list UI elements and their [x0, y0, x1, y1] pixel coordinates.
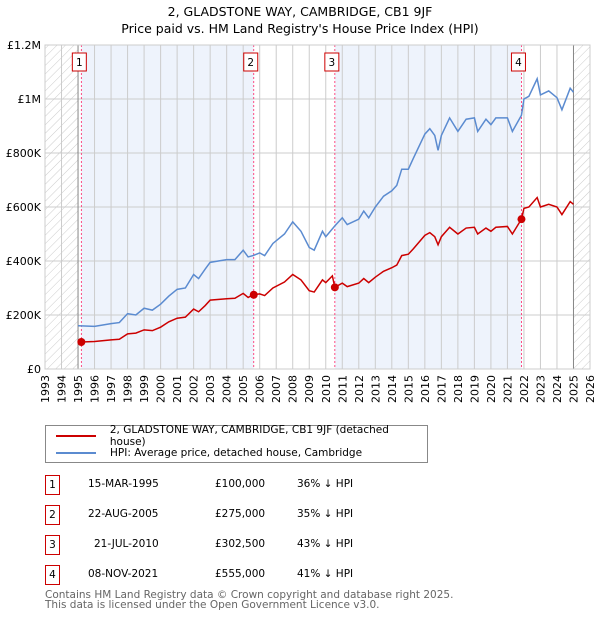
legend-hpi: HPI: Average price, detached house, Camb…	[110, 447, 363, 459]
sale-number: 3	[45, 535, 60, 555]
sale-marker-box	[510, 52, 526, 72]
sale-row: 1 15-MAR-1995 £100,000 36% ↓ HPI	[45, 475, 445, 495]
sale-point	[249, 290, 258, 299]
property-price-line	[81, 196, 574, 343]
sale-price: £302,500	[215, 538, 266, 550]
x-tick-label: 2007	[270, 375, 283, 403]
chart-subtitle: Price paid vs. HM Land Registry's House …	[121, 21, 479, 36]
legend: 2, GLADSTONE WAY, CAMBRIDGE, CB1 9JF (de…	[45, 424, 428, 463]
sale-number: 1	[45, 475, 60, 495]
sale-marker-label: 4	[515, 57, 522, 69]
x-tick-label: 2000	[155, 375, 168, 403]
y-tick-label: £0	[27, 363, 41, 376]
x-tick-label: 1997	[105, 375, 118, 403]
sale-number: 4	[45, 565, 60, 585]
y-tick-label: £1M	[18, 93, 42, 106]
y-tick-label: £1.2M	[7, 39, 41, 52]
sale-date: 08-NOV-2021	[88, 568, 159, 580]
sale-row: 4 08-NOV-2021 £555,000 41% ↓ HPI	[45, 565, 445, 585]
sale-row: 2 22-AUG-2005 £275,000 35% ↓ HPI	[45, 505, 445, 525]
plot-frame	[44, 44, 591, 370]
x-tick-label: 2012	[353, 375, 366, 403]
sale-marker-label: 1	[76, 57, 83, 69]
x-tick-label: 2010	[320, 375, 333, 403]
sale-marker-box	[71, 52, 87, 72]
footer-copyright: Contains HM Land Registry data © Crown c…	[45, 589, 454, 601]
x-tick-label: 2008	[287, 375, 300, 403]
sale-price: £100,000	[215, 478, 266, 490]
x-tick-label: 2006	[254, 375, 267, 403]
footer-licence: This data is licensed under the Open Gov…	[45, 599, 380, 611]
x-tick-label: 2011	[336, 375, 349, 403]
x-tick-label: 1994	[56, 375, 69, 403]
y-tick-label: £400K	[6, 255, 42, 268]
sale-date: 21-JUL-2010	[94, 538, 159, 550]
x-tick-label: 2020	[485, 375, 498, 403]
x-tick-label: 1993	[39, 375, 52, 403]
x-tick-label: 2017	[435, 375, 448, 403]
x-tick-label: 2019	[468, 375, 481, 403]
x-tick-label: 2013	[369, 375, 382, 403]
x-tick-label: 2001	[171, 375, 184, 403]
sale-hpi-diff: 35% ↓ HPI	[297, 508, 354, 520]
x-tick-label: 2009	[303, 375, 316, 403]
chart-title: 2, GLADSTONE WAY, CAMBRIDGE, CB1 9JF	[167, 4, 433, 19]
x-tick-label: 2016	[419, 375, 432, 403]
sale-hpi-diff: 36% ↓ HPI	[297, 478, 354, 490]
sale-price: £555,000	[215, 568, 266, 580]
sale-number: 2	[45, 505, 60, 525]
sale-point	[517, 215, 526, 224]
y-tick-label: £800K	[6, 147, 42, 160]
legend-swatch-hpi	[56, 452, 96, 454]
x-tick-label: 1996	[89, 375, 102, 403]
x-tick-label: 2023	[534, 375, 547, 403]
sale-marker-box	[243, 52, 259, 72]
legend-property: 2, GLADSTONE WAY, CAMBRIDGE, CB1 9JF (de…	[109, 424, 389, 448]
hpi-line	[78, 76, 575, 328]
x-tick-label: 2005	[237, 375, 250, 403]
price-chart: 1993 1994 1995 1996 1997 1998 1999 2000 2001 2002…	[6, 39, 597, 403]
x-tick-label: 2026	[584, 375, 597, 403]
sale-hpi-diff: 43% ↓ HPI	[297, 538, 354, 550]
x-tick-label: 2024	[551, 375, 564, 403]
sale-row: 3 21-JUL-2010 £302,500 43% ↓ HPI	[45, 535, 445, 555]
legend-swatch-property	[56, 435, 96, 437]
x-tick-label: 2018	[452, 375, 465, 403]
x-tick-label: 2002	[188, 375, 201, 403]
sale-date: 22-AUG-2005	[88, 508, 159, 520]
sale-marker-label: 2	[247, 57, 254, 69]
sale-date: 15-MAR-1995	[88, 478, 159, 490]
x-tick-label: 1999	[138, 375, 151, 403]
sale-marker-box	[324, 52, 340, 72]
x-tick-label: 2014	[386, 375, 399, 403]
x-tick-label: 2004	[221, 375, 234, 403]
x-tick-label: 1995	[72, 375, 85, 403]
sale-point	[77, 338, 86, 346]
sale-point	[330, 283, 339, 292]
sale-hpi-diff: 41% ↓ HPI	[297, 568, 354, 580]
sale-marker-label: 3	[328, 57, 335, 69]
x-tick-label: 2021	[501, 375, 514, 403]
sale-price: £275,000	[215, 508, 266, 520]
y-tick-label: £600K	[6, 201, 42, 214]
x-tick-label: 1998	[122, 375, 135, 403]
y-tick-label: £200K	[6, 309, 42, 322]
x-tick-label: 2003	[204, 375, 217, 403]
x-tick-label: 2025	[567, 375, 580, 403]
x-tick-label: 2022	[518, 375, 531, 403]
x-tick-label: 2015	[402, 375, 415, 403]
